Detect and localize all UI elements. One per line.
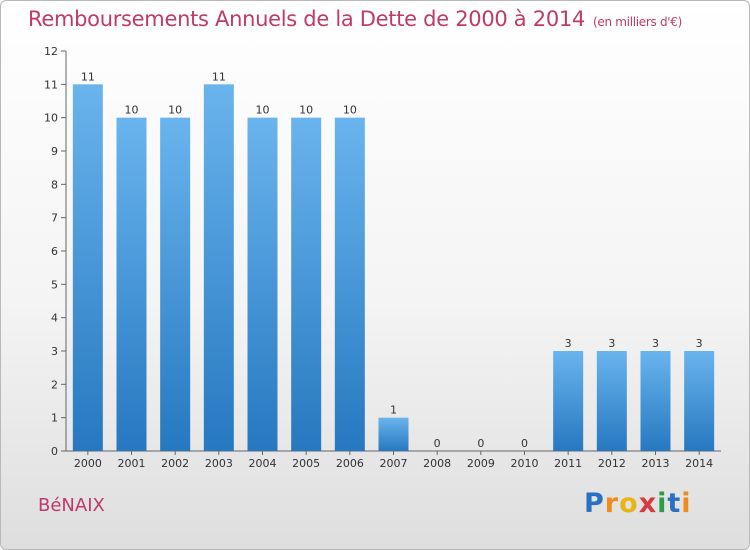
x-tick-label: 2000 bbox=[74, 457, 102, 470]
data-label: 10 bbox=[125, 104, 139, 117]
x-tick-label: 2010 bbox=[511, 457, 539, 470]
x-tick-label: 2007 bbox=[380, 457, 408, 470]
x-tick-label: 2014 bbox=[685, 457, 713, 470]
y-tick-label: 5 bbox=[51, 278, 58, 291]
chart-unit: (en milliers d'€) bbox=[593, 15, 683, 29]
logo-letter: r bbox=[604, 488, 620, 519]
bar bbox=[640, 351, 671, 451]
commune-name: BéNAIX bbox=[38, 495, 105, 516]
x-tick-label: 2013 bbox=[642, 457, 670, 470]
x-tick-label: 2001 bbox=[118, 457, 146, 470]
logo-letter: t bbox=[667, 488, 682, 519]
logo-letter: x bbox=[638, 488, 658, 519]
y-tick-label: 3 bbox=[51, 345, 58, 358]
y-tick-label: 4 bbox=[51, 312, 58, 325]
chart-title-text: Remboursements Annuels de la Dette de 20… bbox=[28, 7, 585, 31]
data-label: 10 bbox=[343, 104, 357, 117]
bar bbox=[203, 84, 234, 451]
y-tick-label: 10 bbox=[44, 112, 58, 125]
data-label: 11 bbox=[81, 70, 95, 83]
data-label: 11 bbox=[212, 70, 226, 83]
data-label: 3 bbox=[652, 337, 659, 350]
y-tick-label: 7 bbox=[51, 212, 58, 225]
bar bbox=[160, 117, 191, 452]
x-tick-label: 2012 bbox=[598, 457, 626, 470]
bar bbox=[247, 117, 278, 452]
data-label: 3 bbox=[608, 337, 615, 350]
x-tick-label: 2003 bbox=[205, 457, 233, 470]
bar bbox=[334, 117, 365, 452]
data-label: 3 bbox=[696, 337, 703, 350]
x-tick-label: 2008 bbox=[423, 457, 451, 470]
y-tick-label: 8 bbox=[51, 178, 58, 191]
data-label: 1 bbox=[390, 404, 397, 417]
y-tick-label: 11 bbox=[44, 78, 58, 91]
x-tick-label: 2004 bbox=[249, 457, 277, 470]
data-label: 10 bbox=[299, 104, 313, 117]
chart-title: Remboursements Annuels de la Dette de 20… bbox=[28, 7, 682, 31]
logo-letter: P bbox=[584, 488, 605, 519]
y-tick-label: 9 bbox=[51, 145, 58, 158]
bar bbox=[596, 351, 627, 451]
bar bbox=[72, 84, 103, 451]
proxiti-logo: Proxiti bbox=[584, 488, 692, 519]
bar bbox=[684, 351, 715, 451]
bar bbox=[291, 117, 322, 452]
y-tick-label: 12 bbox=[44, 45, 58, 58]
logo-letter: i bbox=[657, 488, 668, 519]
bar bbox=[378, 417, 409, 451]
data-label: 0 bbox=[521, 437, 528, 450]
x-tick-label: 2005 bbox=[292, 457, 320, 470]
bar bbox=[553, 351, 584, 451]
logo-letter: i bbox=[681, 488, 692, 519]
y-tick-label: 6 bbox=[51, 245, 58, 258]
y-tick-label: 1 bbox=[51, 412, 58, 425]
data-label: 3 bbox=[565, 337, 572, 350]
data-label: 0 bbox=[477, 437, 484, 450]
x-tick-label: 2009 bbox=[467, 457, 495, 470]
logo-letter: o bbox=[619, 488, 639, 519]
x-tick-label: 2011 bbox=[554, 457, 582, 470]
x-tick-label: 2006 bbox=[336, 457, 364, 470]
data-label: 0 bbox=[434, 437, 441, 450]
x-tick-label: 2002 bbox=[161, 457, 189, 470]
data-label: 10 bbox=[168, 104, 182, 117]
data-label: 10 bbox=[256, 104, 270, 117]
bar bbox=[116, 117, 147, 452]
y-tick-label: 2 bbox=[51, 378, 58, 391]
y-tick-label: 0 bbox=[51, 445, 58, 458]
